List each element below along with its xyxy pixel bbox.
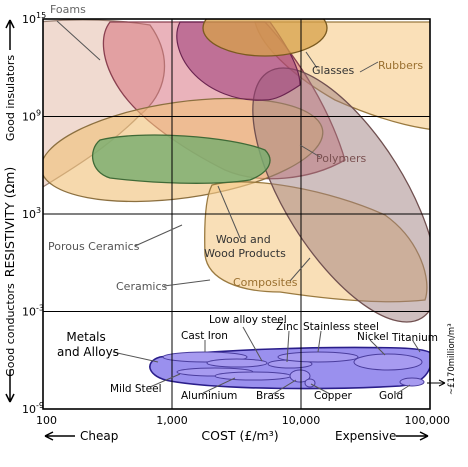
x-tick-label: 100	[36, 414, 57, 427]
y-tick-exponent: 15	[36, 11, 46, 20]
nickel-label: Nickel	[357, 331, 389, 343]
low-alloy-steel-ellipse	[206, 358, 268, 368]
side-note-text: ~£170million/m³	[447, 323, 457, 395]
aluminium-label: Aluminium	[181, 390, 237, 402]
plot-border	[42, 18, 431, 410]
family-labels: Foams Rubbers Glasses Polymers Porous Ce…	[48, 3, 423, 359]
wood-bubble	[91, 134, 271, 184]
conductors-arrow-icon	[5, 370, 15, 403]
polymers-label: Polymers	[316, 152, 367, 165]
metal-labels: Cast Iron Low alloy steel Zinc Stainless…	[110, 314, 438, 402]
leader-lines	[56, 20, 421, 395]
x-axis-annotations: COST (£/m³) Cheap Expensive	[44, 428, 429, 443]
x-tick-label: 1,000	[156, 414, 188, 427]
nickel-ellipse	[353, 353, 423, 371]
expensive-arrow-icon	[396, 431, 429, 441]
metals-label-line-1: Metals	[66, 330, 105, 344]
good-insulators-label: Good insulators	[4, 55, 17, 142]
brass-ellipse	[289, 369, 311, 383]
y-axis-label: RESISTIVITY (Ωm)	[2, 167, 17, 277]
x-tick-label: 10,000	[282, 414, 321, 427]
y-tick-label: 109	[22, 109, 41, 124]
x-tick-label: 100,000	[405, 414, 451, 427]
good-conductors-label: Good conductors	[4, 283, 17, 377]
y-axis-annotations: RESISTIVITY (Ωm) Good insulators Good co…	[2, 19, 17, 403]
side-note-arrow-icon	[427, 379, 446, 387]
metals-group	[149, 346, 430, 390]
porous-ceramics-label: Porous Ceramics	[48, 240, 140, 253]
metals-label: Metals and Alloys	[57, 330, 119, 359]
stainless-steel-label: Stainless steel	[303, 321, 379, 333]
zinc-label: Zinc	[276, 321, 299, 333]
side-note: ~£170million/m³	[427, 323, 457, 395]
gold-label: Gold	[379, 390, 403, 402]
cast-iron-label: Cast Iron	[181, 330, 228, 342]
stainless-steel-ellipse	[277, 351, 359, 363]
x-axis-label: COST (£/m³)	[201, 428, 278, 443]
wood-label-line-2: Wood Products	[204, 247, 286, 260]
y-tick-exponent: -9	[36, 401, 44, 410]
cheap-arrow-icon	[44, 431, 75, 441]
composites-label: Composites	[233, 276, 298, 289]
glasses-bubble	[202, 19, 328, 57]
material-bubbles	[43, 19, 430, 390]
grid-lines	[43, 19, 430, 409]
ceramics-label: Ceramics	[116, 280, 168, 293]
y-tick-exponent: -3	[36, 304, 44, 313]
expensive-label: Expensive	[335, 429, 396, 443]
rubbers-label: Rubbers	[378, 59, 423, 72]
low-alloy-steel-label: Low alloy steel	[209, 314, 287, 326]
titanium-label: Titanium	[391, 332, 438, 344]
mild-steel-label: Mild Steel	[110, 383, 162, 395]
metals-label-line-2: and Alloys	[57, 345, 119, 359]
insulators-arrow-icon	[5, 19, 15, 50]
foams-label: Foams	[50, 3, 86, 16]
cheap-label: Cheap	[80, 429, 118, 443]
y-tick-label: 103	[22, 206, 41, 221]
wood-label: Wood and Wood Products	[204, 233, 286, 260]
copper-label: Copper	[314, 390, 353, 402]
glasses-label: Glasses	[312, 64, 355, 77]
y-tick-exponent: 3	[36, 206, 41, 215]
y-tick-exponent: 9	[36, 109, 41, 118]
wood-label-line-1: Wood and	[216, 233, 271, 246]
aluminium-ellipse	[214, 371, 292, 381]
y-tick-label: 10-3	[22, 304, 44, 319]
gold-ellipse	[399, 377, 425, 387]
brass-label: Brass	[256, 390, 285, 402]
